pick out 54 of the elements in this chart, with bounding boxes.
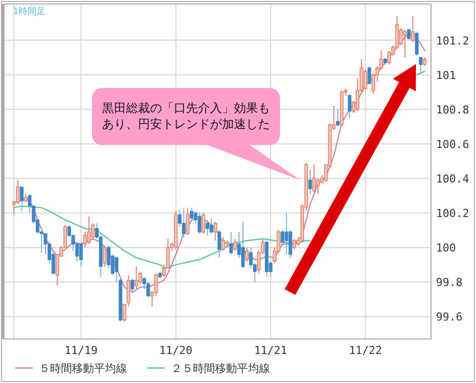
candlestick [249, 246, 253, 269]
candlestick [146, 282, 150, 298]
candlestick [87, 216, 91, 245]
candlestick [411, 16, 415, 42]
y-tick-label: 101.2 [436, 34, 470, 48]
y-tick-label: 100 [436, 241, 456, 254]
annotation: 黒田総裁の「口先介入」効果もあり、円安トレンドが加速した [101, 100, 271, 132]
legend-label: ５時間移動平均線 [39, 362, 127, 375]
candlestick [154, 272, 158, 296]
candlestick [403, 29, 407, 58]
x-tick-label: 11/19 [64, 344, 98, 357]
candlestick [364, 69, 368, 91]
y-tick-label: 100.6 [436, 138, 470, 151]
candlestick [348, 93, 352, 118]
candlestick [134, 266, 138, 290]
y-tick-label: 99.6 [436, 310, 462, 324]
candlestick [308, 169, 312, 194]
candlestick [245, 246, 249, 262]
y-tick-label: 99.8 [436, 276, 462, 290]
chart-title: 1時間足 [13, 6, 46, 17]
y-tick-label: 100.4 [436, 172, 470, 186]
y-tick-label: 101 [436, 68, 456, 82]
candlestick [241, 221, 245, 269]
candlestick [79, 242, 83, 267]
legend-label: ２５時間移動平均線 [171, 362, 270, 375]
y-tick-label: 100.2 [436, 206, 470, 220]
candlestick [20, 186, 24, 212]
candlestick [407, 28, 411, 41]
candlestick [336, 108, 340, 128]
candlestick [210, 218, 214, 234]
candlestick [190, 207, 194, 222]
candlestick [418, 57, 423, 74]
candlestick [221, 236, 226, 252]
candlestick [217, 230, 222, 258]
candlestick [312, 164, 316, 193]
candlestick [316, 178, 320, 194]
candlestick [229, 231, 233, 255]
candlestick [233, 238, 237, 252]
candlestick [284, 212, 288, 255]
candlestick [292, 238, 296, 250]
x-tick-label: 11/20 [159, 344, 192, 357]
candlestick [130, 278, 134, 293]
candlestick [214, 221, 218, 242]
candlestick [198, 212, 202, 234]
candlestick [182, 207, 186, 238]
candlestick [186, 207, 190, 236]
candlestick [414, 31, 419, 56]
x-tick-label: 11/22 [348, 344, 382, 357]
candlestick [206, 219, 210, 236]
candlestick [202, 212, 206, 234]
x-tick-label: 11/21 [254, 344, 288, 357]
candlestick [102, 245, 107, 267]
candlestick [368, 66, 372, 86]
y-tick-label: 100.8 [436, 103, 470, 116]
